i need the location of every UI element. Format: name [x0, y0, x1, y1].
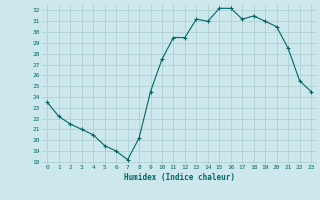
- X-axis label: Humidex (Indice chaleur): Humidex (Indice chaleur): [124, 173, 235, 182]
